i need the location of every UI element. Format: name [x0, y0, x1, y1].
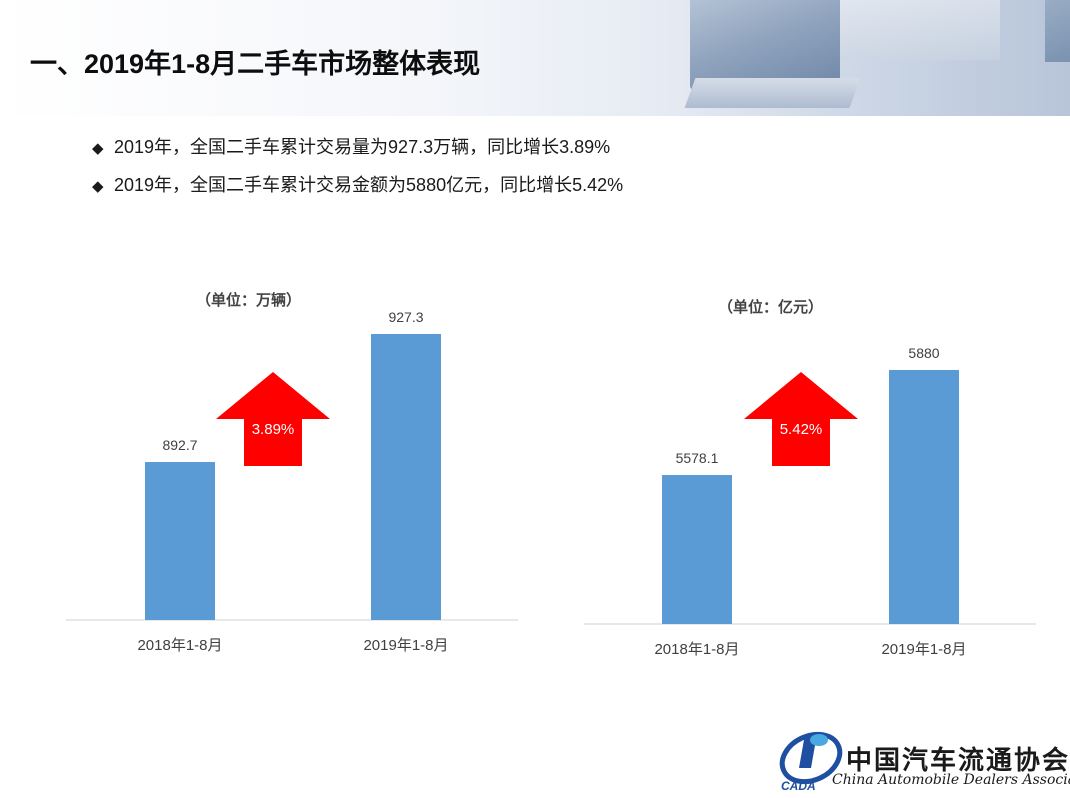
bullet-text: 2019年，全国二手车累计交易金额为5880亿元，同比增长5.42%	[114, 175, 624, 195]
cada-logo-icon: CADA	[779, 731, 843, 793]
header-banner	[0, 0, 1070, 116]
bullet-item: ◆ 2019年，全国二手车累计交易量为927.3万辆，同比增长3.89%	[92, 133, 610, 159]
header-decoration	[840, 0, 1000, 60]
data-label: 5578.1	[676, 450, 719, 466]
data-label: 927.3	[388, 309, 423, 325]
chart-unit-label: （单位：万辆）	[196, 292, 302, 309]
growth-label: 3.89%	[252, 421, 295, 438]
header-decoration	[1045, 0, 1070, 62]
logo-abbr: CADA	[781, 779, 816, 793]
chart-unit-label: （单位：亿元）	[718, 299, 824, 316]
bar	[889, 370, 959, 624]
diamond-bullet-icon: ◆	[92, 178, 104, 195]
category-label: 2019年1-8月	[363, 637, 448, 654]
bullet-item: ◆ 2019年，全国二手车累计交易金额为5880亿元，同比增长5.42%	[92, 171, 623, 197]
diamond-bullet-icon: ◆	[92, 140, 104, 157]
bullet-text: 2019年，全国二手车累计交易量为927.3万辆，同比增长3.89%	[114, 137, 611, 157]
growth-label: 5.42%	[780, 421, 823, 438]
org-name-cn: 中国汽车流通协会	[846, 746, 1070, 776]
category-label: 2018年1-8月	[654, 641, 739, 658]
category-label: 2019年1-8月	[881, 641, 966, 658]
growth-arrow-icon	[216, 372, 330, 466]
bar	[145, 462, 215, 620]
category-label: 2018年1-8月	[137, 637, 222, 654]
data-label: 5880	[908, 345, 939, 361]
bar	[662, 475, 732, 624]
data-label: 892.7	[162, 437, 197, 453]
growth-arrow-icon	[744, 372, 858, 466]
header-decoration	[690, 0, 840, 90]
org-name-en: China Automobile Dealers Association	[832, 772, 1070, 788]
bar	[371, 334, 441, 620]
slide-title: 一、2019年1-8月二手车市场整体表现	[30, 49, 481, 79]
